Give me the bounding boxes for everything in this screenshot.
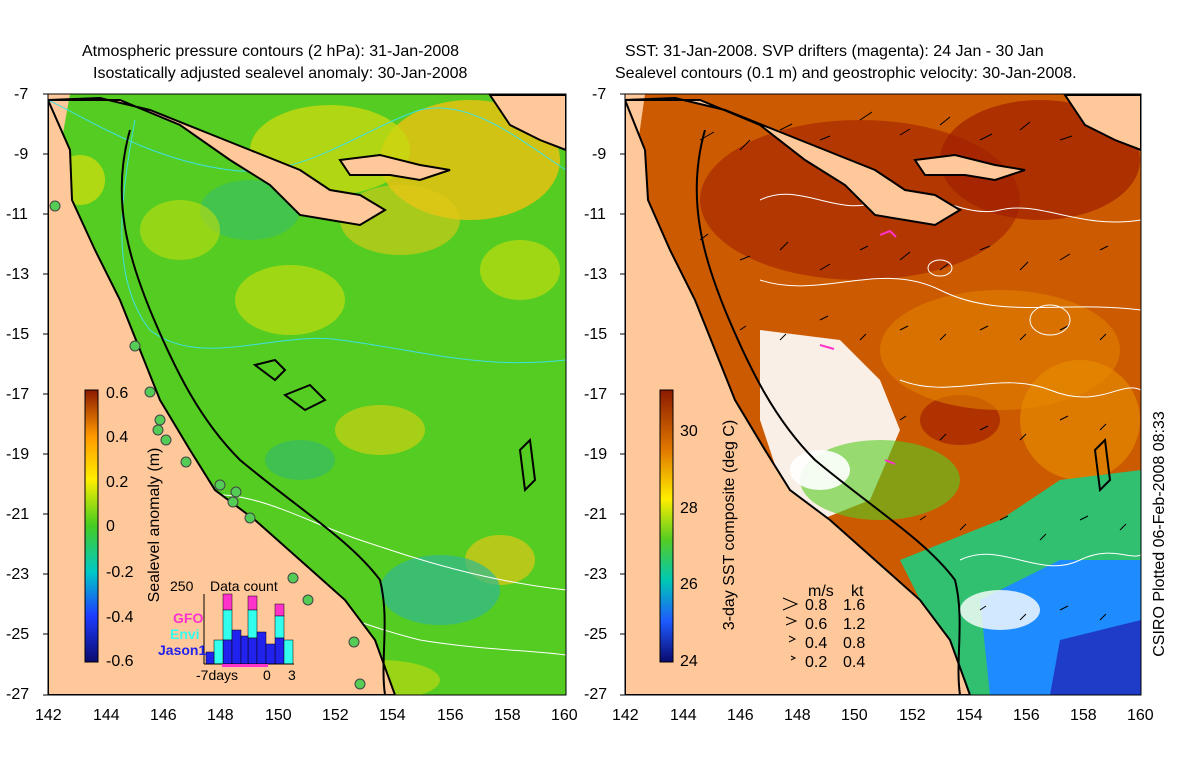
y-tick-left-4: -15 xyxy=(6,326,30,343)
y-tick-left-0: -7 xyxy=(14,86,29,103)
y-tick-right-7: -21 xyxy=(584,506,608,523)
x-tick-right-1: 144 xyxy=(670,707,697,724)
velocity-legend-kt-1: 1.2 xyxy=(843,616,866,633)
sla-map xyxy=(48,94,566,695)
sla-tick-6: -0.6 xyxy=(106,653,134,670)
sla-colorbar-label: Sealevel anomaly (m) xyxy=(146,447,163,603)
sla-tick-1: 0.4 xyxy=(106,429,129,446)
left-title-line1: Atmospheric pressure contours (2 hPa): 3… xyxy=(82,43,460,60)
sst-colorbar xyxy=(659,389,674,663)
inset-legend-jason1: Jason1 xyxy=(158,642,207,658)
x-tick-left-7: 156 xyxy=(437,707,464,724)
sla-colorbar xyxy=(84,389,99,663)
x-tick-left-6: 154 xyxy=(379,707,406,724)
x-tick-right-4: 150 xyxy=(841,707,868,724)
y-tick-right-3: -13 xyxy=(584,266,608,283)
right-title-line2: Sealevel contours (0.1 m) and geostrophi… xyxy=(615,65,1077,82)
inset-title: Data count xyxy=(210,578,278,594)
inset-xlabel-start: -7days xyxy=(196,667,239,683)
y-tick-right-1: -9 xyxy=(592,146,607,163)
credit-text: CSIRO Plotted 06-Feb-2008 08:33 xyxy=(1151,411,1168,657)
y-tick-left-5: -17 xyxy=(6,386,30,403)
y-tick-left-10: -27 xyxy=(6,686,30,703)
x-tick-left-5: 152 xyxy=(322,707,349,724)
y-tick-right-8: -23 xyxy=(584,566,608,583)
sla-tick-2: 0.2 xyxy=(106,474,129,491)
inset-xlabel-three: 3 xyxy=(288,667,296,683)
left-title-line2: Isostatically adjusted sealevel anomaly:… xyxy=(93,65,468,82)
y-tick-left-3: -13 xyxy=(6,266,30,283)
x-tick-right-0: 142 xyxy=(612,707,639,724)
velocity-legend-ms-1: 0.6 xyxy=(805,616,828,633)
inset-legend-envi: Envi xyxy=(170,626,200,642)
velocity-legend-kt-3: 0.4 xyxy=(843,654,866,671)
velocity-legend-kt-0: 1.6 xyxy=(843,597,866,614)
inset-legend-gfo: GFO xyxy=(173,610,204,626)
sla-tick-4: -0.2 xyxy=(106,564,134,581)
velocity-legend-ms-3: 0.2 xyxy=(805,654,828,671)
x-tick-right-7: 156 xyxy=(1013,707,1040,724)
x-tick-right-3: 148 xyxy=(784,707,811,724)
velocity-legend-kt-2: 0.8 xyxy=(843,635,866,652)
y-tick-right-4: -15 xyxy=(584,326,608,343)
x-tick-right-5: 152 xyxy=(899,707,926,724)
velocity-legend-arrows xyxy=(782,597,799,661)
sst-tick-1: 28 xyxy=(680,500,698,517)
y-tick-right-6: -19 xyxy=(584,446,608,463)
y-tick-right-2: -11 xyxy=(584,206,606,223)
inset-max-label: 250 xyxy=(170,578,194,594)
y-tick-left-1: -9 xyxy=(14,146,29,163)
sst-colorbar-label: 3-day SST composite (deg C) xyxy=(721,419,738,631)
x-tick-right-6: 154 xyxy=(956,707,983,724)
sst-tick-2: 26 xyxy=(680,576,698,593)
sla-tick-0: 0.6 xyxy=(106,385,129,402)
x-tick-left-9: 160 xyxy=(551,707,578,724)
data-count-inset xyxy=(203,593,294,667)
x-tick-left-3: 148 xyxy=(207,707,234,724)
y-tick-right-9: -25 xyxy=(584,626,608,643)
sla-tick-5: -0.4 xyxy=(106,609,134,626)
inset-xlabel-zero: 0 xyxy=(263,667,271,683)
sst-tick-0: 30 xyxy=(680,423,698,440)
y-tick-left-6: -19 xyxy=(6,446,30,463)
tide-gauge-markers xyxy=(49,200,366,690)
x-tick-right-2: 146 xyxy=(727,707,754,724)
velocity-legend-header-kt: kt xyxy=(851,583,864,600)
x-tick-left-1: 144 xyxy=(93,707,120,724)
left-new-guinea-coast xyxy=(48,96,387,227)
sst-map xyxy=(625,94,1141,695)
y-tick-left-9: -25 xyxy=(6,626,30,643)
x-tick-left-4: 150 xyxy=(265,707,292,724)
tick-marks xyxy=(43,93,625,696)
y-tick-right-5: -17 xyxy=(584,386,608,403)
y-tick-right-10: -27 xyxy=(584,686,608,703)
y-tick-left-8: -23 xyxy=(6,566,30,583)
right-title-line1: SST: 31-Jan-2008. SVP drifters (magenta)… xyxy=(625,43,1044,60)
sst-tick-3: 24 xyxy=(680,653,698,670)
y-tick-left-2: -11 xyxy=(6,206,28,223)
sla-tick-3: 0 xyxy=(106,518,115,535)
x-tick-left-0: 142 xyxy=(35,707,62,724)
x-tick-right-9: 160 xyxy=(1127,707,1154,724)
velocity-legend-ms-0: 0.8 xyxy=(805,597,828,614)
velocity-legend-ms-2: 0.4 xyxy=(805,635,828,652)
left-australia-coast xyxy=(48,99,397,695)
y-tick-left-7: -21 xyxy=(6,506,30,523)
velocity-arrows xyxy=(699,111,1127,621)
x-tick-right-8: 158 xyxy=(1070,707,1097,724)
x-tick-left-8: 158 xyxy=(494,707,521,724)
velocity-legend-header-ms: m/s xyxy=(808,583,834,600)
x-tick-left-2: 146 xyxy=(150,707,177,724)
y-tick-right-0: -7 xyxy=(592,86,607,103)
